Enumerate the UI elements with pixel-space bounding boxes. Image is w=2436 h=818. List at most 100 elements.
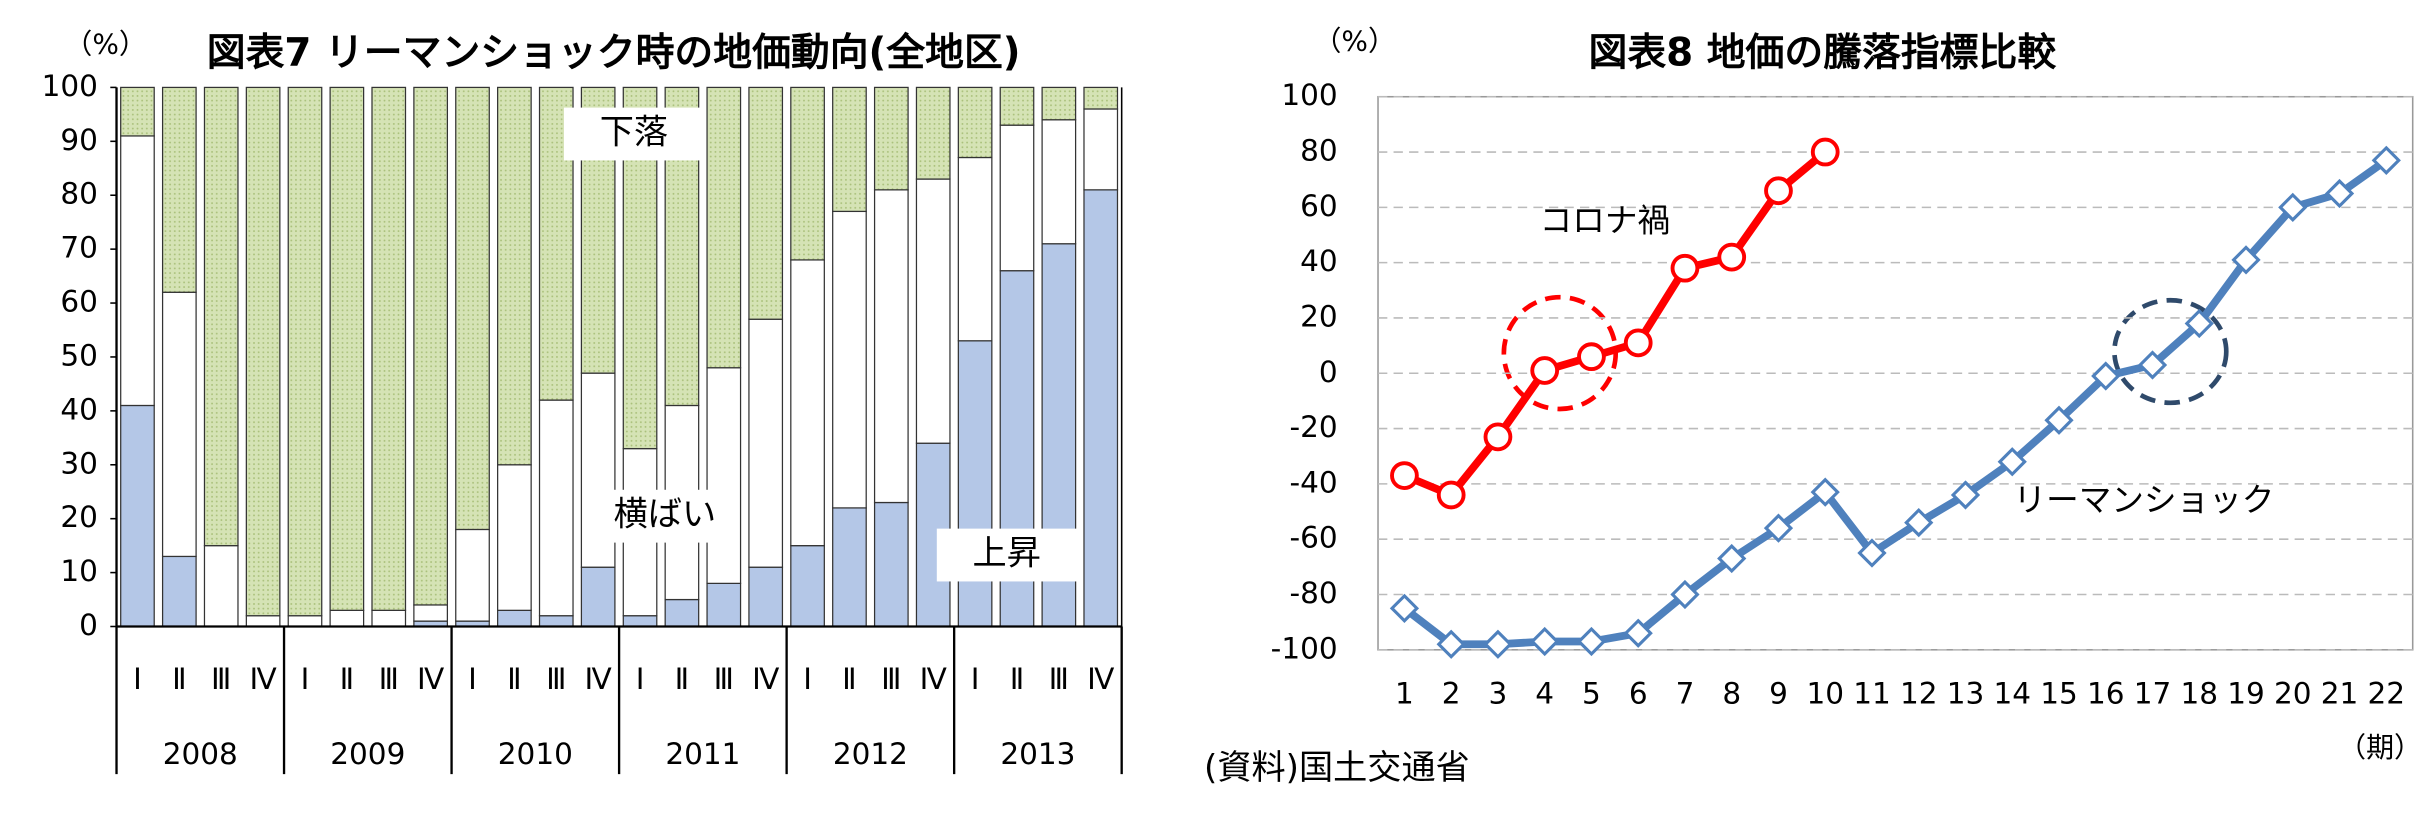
point bbox=[2184, 308, 2214, 339]
bar-segment bbox=[999, 86, 1035, 126]
point bbox=[1576, 626, 1607, 657]
point bbox=[1623, 328, 1653, 358]
point bbox=[1717, 543, 1747, 574]
x-tick-label: 6 bbox=[1629, 676, 1648, 710]
bar-segment bbox=[832, 86, 867, 213]
bar-segment bbox=[329, 609, 365, 628]
y-tick-label: 60 bbox=[1300, 189, 1338, 223]
y-tick-label: 40 bbox=[60, 392, 98, 426]
bar-segment bbox=[748, 566, 784, 628]
x-tick-label: 14 bbox=[1993, 676, 2031, 710]
x-tick-label: Ⅰ bbox=[468, 664, 477, 696]
bar-segment bbox=[329, 86, 365, 611]
bar-segment bbox=[915, 178, 951, 444]
x-tick-label: 2 bbox=[1442, 676, 1461, 710]
point bbox=[1390, 461, 1419, 490]
bar-segment bbox=[120, 86, 155, 137]
x-tick-label: Ⅳ bbox=[752, 664, 780, 696]
point bbox=[1436, 480, 1466, 510]
bar-segment bbox=[245, 615, 281, 628]
group-label: 2011 bbox=[665, 737, 740, 771]
series-label: 下落 bbox=[600, 113, 668, 153]
x-tick-label: 22 bbox=[2368, 676, 2406, 710]
group-label: 2010 bbox=[498, 737, 573, 771]
bar-segment bbox=[664, 598, 700, 628]
x-tick-label: Ⅰ bbox=[971, 664, 980, 696]
x-tick-label: 18 bbox=[2180, 676, 2218, 710]
x-tick-label: 13 bbox=[1947, 676, 1985, 710]
x-tick-label: Ⅱ bbox=[675, 664, 690, 696]
bar-segment bbox=[706, 367, 742, 584]
source: (資料)国土交通省 bbox=[1204, 748, 1470, 788]
bar-segment bbox=[1083, 108, 1119, 191]
y-tick-label: 90 bbox=[60, 123, 98, 157]
x-tick-label: 17 bbox=[2134, 676, 2172, 710]
bar-segment bbox=[371, 86, 407, 611]
point bbox=[1530, 356, 1560, 385]
point bbox=[1530, 626, 1560, 657]
point bbox=[2044, 405, 2074, 435]
x-tick-label: Ⅱ bbox=[842, 664, 857, 696]
point bbox=[2371, 145, 2401, 175]
y-tick-label: 100 bbox=[1281, 78, 1337, 112]
bar-segment bbox=[538, 615, 574, 628]
bar-segment bbox=[873, 86, 909, 191]
x-tick-label: Ⅰ bbox=[636, 664, 645, 696]
bar-segment bbox=[706, 582, 742, 628]
bar-segment bbox=[287, 86, 323, 617]
y-tick-label: -20 bbox=[1289, 410, 1337, 444]
x-tick-label: 11 bbox=[1853, 676, 1891, 710]
point bbox=[2091, 361, 2121, 391]
bar-segment bbox=[790, 545, 825, 628]
bar-segment bbox=[245, 86, 281, 617]
x-tick-label: Ⅱ bbox=[340, 664, 355, 696]
bar-segment bbox=[413, 604, 449, 622]
point bbox=[1670, 579, 1700, 610]
bar-segment bbox=[1041, 86, 1077, 121]
series-label: リーマンショック bbox=[2013, 481, 2274, 519]
x-tick-label: Ⅳ bbox=[585, 664, 613, 696]
bar-segment bbox=[790, 259, 825, 547]
x-tick-label: Ⅳ bbox=[249, 664, 277, 696]
point bbox=[2278, 192, 2308, 222]
point bbox=[1389, 593, 1420, 623]
point bbox=[1670, 253, 1700, 283]
bar-segment bbox=[915, 86, 951, 180]
x-tick-label: 5 bbox=[1582, 676, 1601, 710]
y-tick-label: 50 bbox=[60, 338, 98, 372]
y-tick-label: 40 bbox=[1300, 244, 1338, 278]
bar-segment bbox=[161, 555, 197, 628]
bar-segment bbox=[873, 501, 909, 628]
y-tick-label: 80 bbox=[1300, 134, 1338, 168]
bar-segment bbox=[497, 609, 532, 628]
y-unit: （%） bbox=[1313, 24, 1395, 57]
x-tick-label: Ⅳ bbox=[417, 664, 445, 696]
bar-segment bbox=[497, 464, 532, 611]
y-tick-label: -40 bbox=[1289, 465, 1337, 499]
group-label: 2013 bbox=[1000, 737, 1075, 771]
y-unit: （%） bbox=[64, 27, 146, 60]
x-tick-label: 1 bbox=[1395, 676, 1414, 710]
group-label: 2012 bbox=[833, 737, 908, 771]
highlight-circle bbox=[2112, 297, 2229, 406]
x-tick-label: 21 bbox=[2321, 676, 2359, 710]
x-tick-label: 8 bbox=[1722, 676, 1741, 710]
point bbox=[2137, 350, 2168, 380]
point bbox=[1483, 629, 1513, 659]
point bbox=[1577, 342, 1606, 372]
point bbox=[1483, 422, 1513, 452]
x-tick-label: Ⅰ bbox=[133, 664, 142, 696]
x-tick-label: Ⅳ bbox=[1087, 664, 1115, 696]
point bbox=[1763, 513, 1794, 543]
group-label: 2009 bbox=[330, 737, 405, 771]
series-label: 上昇 bbox=[973, 534, 1041, 574]
point bbox=[1810, 477, 1840, 507]
label-bg bbox=[595, 489, 735, 543]
y-tick-label: 100 bbox=[42, 69, 98, 103]
bar-segment bbox=[203, 86, 239, 547]
bar-segment bbox=[957, 156, 993, 342]
y-tick-label: -60 bbox=[1289, 521, 1337, 555]
x-tick-label: 20 bbox=[2274, 676, 2312, 710]
